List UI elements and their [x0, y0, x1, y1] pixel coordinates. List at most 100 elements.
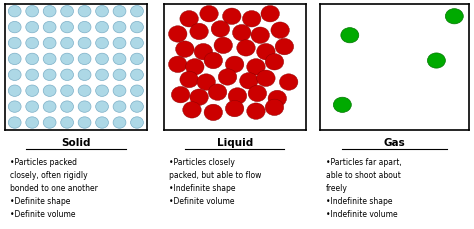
- Circle shape: [247, 59, 265, 76]
- Circle shape: [190, 24, 209, 41]
- Circle shape: [182, 102, 201, 119]
- Circle shape: [61, 6, 73, 18]
- Circle shape: [261, 6, 279, 23]
- Circle shape: [26, 101, 38, 113]
- Circle shape: [61, 22, 73, 34]
- Circle shape: [130, 101, 143, 113]
- Circle shape: [130, 6, 143, 18]
- Circle shape: [130, 70, 143, 81]
- Text: Gas: Gas: [384, 138, 405, 147]
- Text: •Definite volume: •Definite volume: [169, 196, 235, 205]
- Text: closely, often rigidly: closely, often rigidly: [10, 170, 88, 179]
- Circle shape: [96, 117, 109, 129]
- Text: able to shoot about: able to shoot about: [326, 170, 401, 179]
- Circle shape: [130, 38, 143, 49]
- Circle shape: [232, 25, 251, 42]
- Circle shape: [180, 72, 198, 88]
- Circle shape: [265, 100, 283, 116]
- Text: bonded to one another: bonded to one another: [10, 183, 98, 192]
- Circle shape: [247, 104, 265, 120]
- Text: •Particles closely: •Particles closely: [169, 157, 235, 166]
- Circle shape: [43, 38, 56, 49]
- Circle shape: [78, 101, 91, 113]
- Circle shape: [61, 70, 73, 81]
- Circle shape: [130, 54, 143, 65]
- Text: •Indefinite shape: •Indefinite shape: [169, 183, 236, 192]
- Circle shape: [96, 22, 109, 34]
- Circle shape: [9, 101, 21, 113]
- Circle shape: [242, 11, 261, 28]
- Circle shape: [446, 10, 463, 25]
- Circle shape: [113, 38, 126, 49]
- Circle shape: [96, 70, 109, 81]
- Circle shape: [61, 117, 73, 129]
- Circle shape: [265, 54, 283, 71]
- Circle shape: [9, 6, 21, 18]
- Circle shape: [180, 11, 198, 28]
- Circle shape: [279, 74, 298, 91]
- Circle shape: [43, 54, 56, 65]
- Circle shape: [43, 117, 56, 129]
- Circle shape: [211, 22, 229, 38]
- Circle shape: [9, 117, 21, 129]
- Circle shape: [200, 6, 218, 23]
- Circle shape: [43, 70, 56, 81]
- Circle shape: [257, 44, 275, 61]
- Circle shape: [78, 86, 91, 97]
- Circle shape: [113, 117, 126, 129]
- Circle shape: [78, 117, 91, 129]
- Circle shape: [113, 101, 126, 113]
- Circle shape: [271, 23, 289, 39]
- Circle shape: [78, 54, 91, 65]
- Circle shape: [96, 54, 109, 65]
- Circle shape: [251, 28, 269, 44]
- Text: •Indefinite volume: •Indefinite volume: [326, 209, 398, 218]
- Circle shape: [169, 57, 187, 73]
- Circle shape: [223, 9, 241, 25]
- Circle shape: [333, 98, 351, 113]
- Circle shape: [61, 101, 73, 113]
- Circle shape: [197, 74, 215, 91]
- Circle shape: [209, 85, 227, 101]
- Circle shape: [113, 6, 126, 18]
- Circle shape: [185, 59, 204, 76]
- Circle shape: [275, 39, 293, 56]
- Circle shape: [218, 69, 237, 86]
- Text: •Particles far apart,: •Particles far apart,: [326, 157, 401, 166]
- Circle shape: [9, 54, 21, 65]
- Circle shape: [194, 44, 212, 61]
- Circle shape: [257, 71, 275, 87]
- Circle shape: [61, 38, 73, 49]
- Circle shape: [428, 54, 446, 69]
- Circle shape: [78, 6, 91, 18]
- Circle shape: [96, 101, 109, 113]
- Circle shape: [341, 28, 359, 44]
- Circle shape: [239, 73, 258, 90]
- Circle shape: [225, 101, 244, 117]
- Text: Solid: Solid: [61, 138, 91, 147]
- Circle shape: [190, 90, 209, 106]
- Circle shape: [113, 54, 126, 65]
- Circle shape: [248, 86, 266, 102]
- Circle shape: [26, 38, 38, 49]
- Circle shape: [43, 101, 56, 113]
- Circle shape: [9, 70, 21, 81]
- Circle shape: [228, 88, 246, 105]
- Circle shape: [204, 105, 223, 121]
- Text: •Definite volume: •Definite volume: [10, 209, 76, 218]
- Circle shape: [9, 38, 21, 49]
- Circle shape: [169, 27, 187, 43]
- Circle shape: [26, 117, 38, 129]
- Text: •Indefinite shape: •Indefinite shape: [326, 196, 392, 205]
- Circle shape: [9, 22, 21, 34]
- Text: •Definite shape: •Definite shape: [10, 196, 71, 205]
- Circle shape: [43, 6, 56, 18]
- Circle shape: [204, 53, 223, 69]
- Circle shape: [130, 86, 143, 97]
- Circle shape: [26, 86, 38, 97]
- Circle shape: [78, 22, 91, 34]
- Circle shape: [61, 86, 73, 97]
- Circle shape: [237, 41, 255, 57]
- Circle shape: [26, 22, 38, 34]
- Circle shape: [113, 86, 126, 97]
